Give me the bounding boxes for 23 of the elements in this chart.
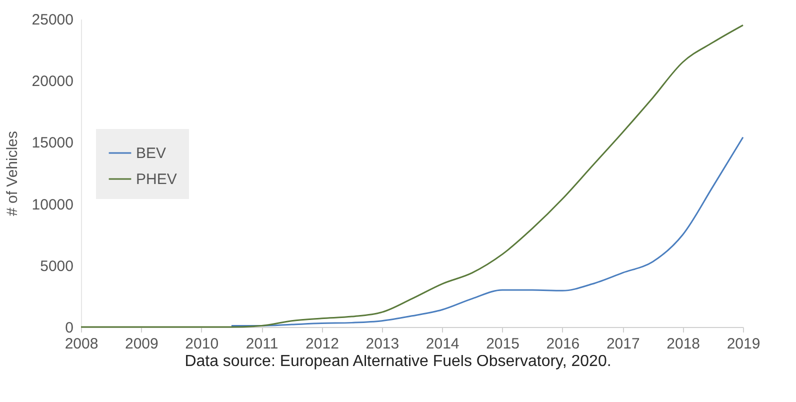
line-series xyxy=(230,136,744,327)
y-tick-label: 0 xyxy=(65,320,74,336)
x-tick-label: 2010 xyxy=(185,336,219,352)
legend-label: BEV xyxy=(136,145,166,162)
x-tick-label: 2014 xyxy=(426,336,460,352)
legend-label: PHEV xyxy=(136,171,177,188)
x-tick-label: 2018 xyxy=(666,336,700,352)
x-tick-label: 2012 xyxy=(306,336,339,352)
y-tick-label: 10000 xyxy=(32,196,74,214)
x-tick-label: 2019 xyxy=(726,336,760,352)
x-tick-label: 2009 xyxy=(124,336,158,352)
y-tick-label: 25000 xyxy=(32,12,74,28)
x-tick-label: 2011 xyxy=(246,336,278,352)
y-tick-label: 15000 xyxy=(32,134,74,152)
x-tick-label: 2008 xyxy=(64,336,98,352)
y-tick-label: 5000 xyxy=(40,258,74,275)
y-tick-label: 20000 xyxy=(32,73,74,90)
x-tick-label: 2015 xyxy=(486,336,520,352)
x-tick-label: 2013 xyxy=(366,336,400,352)
x-tick-label: 2017 xyxy=(606,336,640,352)
x-tick-label: 2016 xyxy=(546,336,580,352)
y-axis-title: # of Vehicles xyxy=(4,130,21,216)
source-note: Data source: European Alternative Fuels Observatory, 2020. xyxy=(184,353,612,371)
